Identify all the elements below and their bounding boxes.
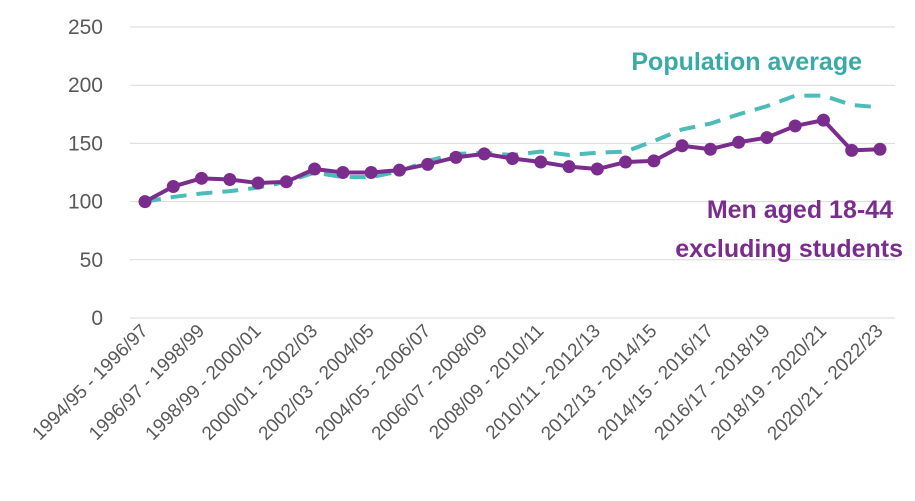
- data-point: [477, 147, 491, 161]
- data-point: [732, 135, 746, 149]
- data-point: [364, 166, 378, 179]
- men-series-label-line-1: Men aged 18-44: [707, 196, 893, 224]
- y-tick-label: 50: [80, 249, 103, 272]
- data-point: [534, 155, 548, 169]
- data-point: [421, 157, 435, 171]
- data-point: [251, 176, 265, 190]
- data-point: [760, 131, 774, 145]
- data-point: [506, 152, 519, 166]
- y-tick-label: 150: [68, 132, 103, 155]
- data-point: [873, 142, 887, 156]
- data-point: [647, 154, 661, 168]
- data-point: [675, 139, 689, 153]
- data-point: [336, 166, 350, 179]
- men-series-label-line-2: excluding students: [675, 235, 903, 263]
- data-point: [138, 195, 152, 209]
- data-point: [166, 179, 180, 193]
- y-tick-label: 0: [91, 307, 103, 330]
- data-point: [845, 143, 859, 157]
- data-point: [279, 175, 293, 189]
- y-axis-tick-labels: 0 50 100 150 200 250: [68, 16, 103, 330]
- data-point: [308, 162, 322, 176]
- data-point: [703, 142, 717, 156]
- data-point: [562, 160, 576, 174]
- y-tick-label: 250: [68, 16, 103, 39]
- series-lines: [138, 93, 887, 209]
- data-point: [392, 163, 406, 177]
- data-point: [223, 172, 237, 186]
- data-point: [590, 162, 604, 176]
- data-point: [449, 150, 463, 164]
- data-point: [788, 119, 802, 133]
- men-18-44-series: [138, 113, 887, 209]
- population-average-label: Population average: [631, 48, 862, 76]
- data-point: [816, 113, 830, 127]
- y-tick-label: 200: [68, 74, 103, 97]
- data-point: [195, 171, 209, 185]
- y-tick-label: 100: [68, 191, 103, 214]
- gridlines: [130, 26, 895, 319]
- data-point: [619, 155, 633, 169]
